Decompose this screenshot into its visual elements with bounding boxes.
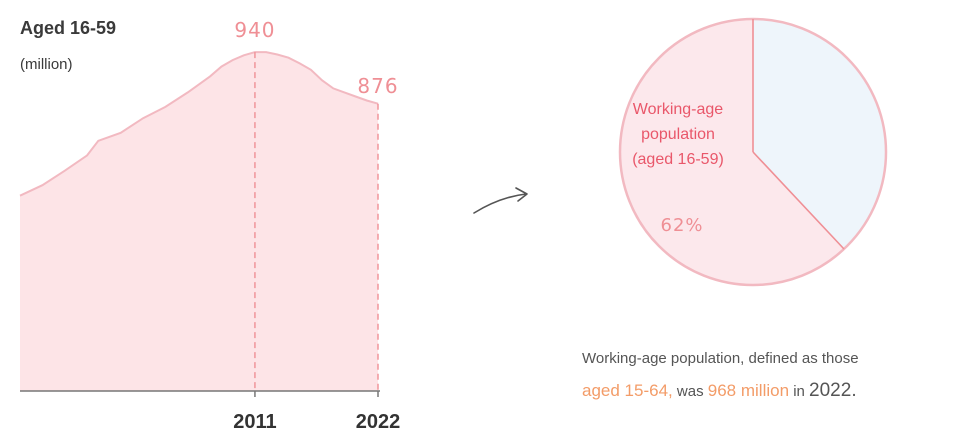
area-ylabel-line2: (million) [20,56,73,73]
data-label-2011: 940 [234,18,276,43]
caption-in: in [789,383,810,400]
pie-divider-side [752,151,845,250]
x-tick-label-2022: 2022 [355,411,401,433]
caption: Working-age population, defined as those… [582,343,859,408]
pie-chart [618,17,888,287]
caption-year: 2022. [809,380,857,401]
data-label-2022: 876 [357,73,399,98]
caption-age-range: aged 15-64, [582,381,673,400]
area-ylabel-line1: Aged 16-59 [20,18,117,38]
pie-slice-working-age [620,19,844,286]
area-line [19,51,379,197]
area-fill [20,52,378,391]
caption-line-1: Working-age population, defined as those [582,350,859,367]
caption-was: was [672,383,708,400]
arrow-icon [473,193,527,214]
x-tick-label-2011: 2011 [233,411,277,433]
pie-label-line-3: (aged 16-59) [632,151,724,168]
pie-slice-other [753,18,887,249]
caption-line-2: aged 15-64, was 968 million in 2022. [582,375,859,408]
pie-label-line-1: Working-age [632,101,724,118]
caption-amount: 968 million [707,381,790,400]
pie-label-line-2: population [641,126,715,143]
arrow-head-icon [515,187,528,202]
pie-value-label: 62% [660,215,704,236]
